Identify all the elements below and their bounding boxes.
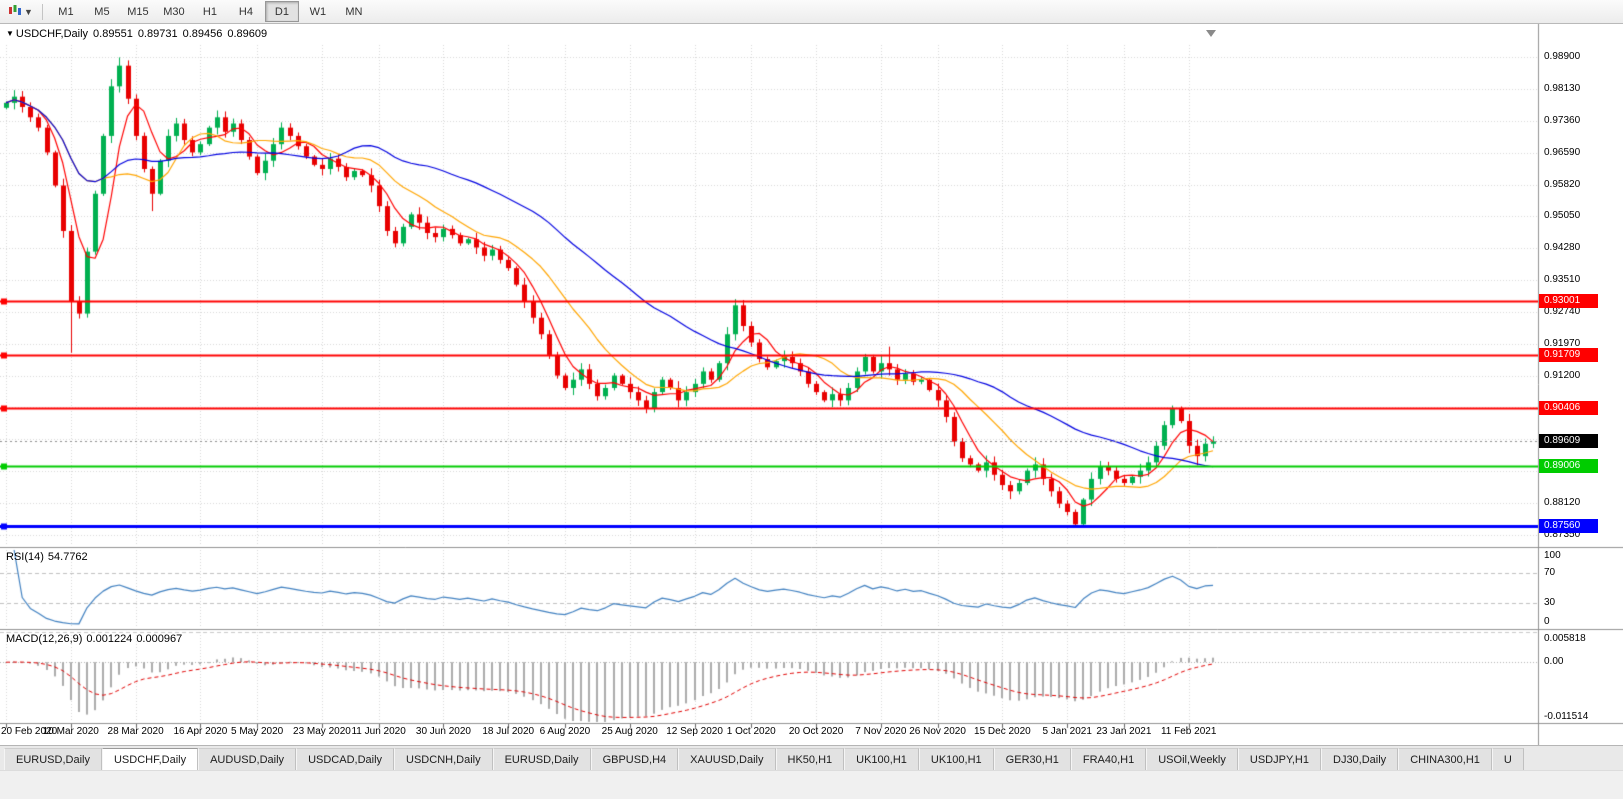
rsi-name: RSI(14) — [6, 551, 44, 563]
chart-tab-usdchf-daily[interactable]: USDCHF,Daily — [101, 748, 199, 770]
candlestick-chart-icon — [8, 3, 22, 21]
date-axis-label: 23 May 2020 — [293, 726, 351, 737]
price-axis-label: 0.95820 — [1544, 178, 1581, 190]
date-axis-label: 25 Aug 2020 — [601, 726, 658, 737]
price-axis-label: 0.88120 — [1544, 496, 1581, 508]
price-axis-label: 0.96590 — [1544, 146, 1581, 158]
macd-value-signal: 0.000967 — [136, 633, 183, 645]
ohlc-close: 0.89609 — [227, 28, 268, 40]
timeframe-button-d1[interactable]: D1 — [264, 1, 299, 22]
timeframe-button-m30[interactable]: M30 — [163, 5, 185, 18]
date-axis-label: 5 May 2020 — [230, 726, 284, 737]
price-axis-label: 0.95050 — [1544, 210, 1581, 222]
date-axis-label: 5 Jan 2021 — [1042, 726, 1092, 737]
timeframe-button-h4[interactable]: H4 — [238, 5, 253, 18]
price-axis-label: 0.92740 — [1544, 305, 1581, 317]
chart-tab-u[interactable]: U — [1491, 748, 1524, 770]
price-axis-label: 0.93510 — [1544, 274, 1581, 286]
macd-axis-label: -0.011514 — [1544, 711, 1589, 722]
date-axis-label: 20 Feb 2020 — [1, 726, 58, 737]
chart-tab-uk100-h1[interactable]: UK100,H1 — [844, 748, 919, 770]
price-axis-label: 0.94280 — [1544, 242, 1581, 254]
date-axis-label: 18 Jul 2020 — [482, 726, 535, 737]
price-line-badge[interactable]: 0.89006 — [1539, 459, 1598, 474]
price-chart-canvas[interactable] — [0, 24, 1623, 745]
macd-indicator-label: MACD(12,26,9) 0.001224 0.000967 — [6, 633, 186, 645]
chart-tabs-bar: EURUSD,Daily USDCHF,Daily AUDUSD,Daily USDC… — [0, 745, 1623, 770]
timeframe-buttons: M1 M5 M15 M30 H1 H4 D1 W1 MN — [48, 1, 372, 22]
timeframe-button-m15[interactable]: M15 — [127, 5, 149, 18]
timeframe-button-m5[interactable]: M5 — [94, 5, 110, 18]
rsi-axis-label: 30 — [1544, 597, 1556, 609]
date-axis-label: 20 Oct 2020 — [788, 726, 844, 737]
macd-value-main: 0.001224 — [86, 633, 133, 645]
price-line-badge[interactable]: 0.91709 — [1539, 347, 1598, 362]
ohlc-high: 0.89731 — [137, 28, 178, 40]
timeframe-button-mn[interactable]: MN — [345, 5, 363, 18]
toolbar-separator — [41, 3, 43, 20]
date-axis-label: 28 Mar 2020 — [107, 726, 164, 737]
price-axis-label: 0.87350 — [1544, 528, 1581, 540]
ohlc-open: 0.89551 — [93, 28, 133, 40]
chart-tab-audusd-daily[interactable]: AUDUSD,Daily — [198, 748, 297, 770]
price-axis-label: 0.91200 — [1544, 369, 1581, 381]
current-price-badge: 0.89609 — [1539, 434, 1598, 449]
timeframe-toolbar: ▼ M1 M5 M15 M30 H1 H4 D1 W1 MN — [0, 0, 1623, 24]
status-bar — [0, 770, 1623, 799]
chart-tab-hk50-h1[interactable]: HK50,H1 — [775, 748, 845, 770]
date-axis-label: 30 Jun 2020 — [415, 726, 471, 737]
date-axis-label: 10 Mar 2020 — [42, 726, 99, 737]
date-axis-label: 11 Jun 2020 — [351, 726, 406, 737]
chart-title: ▼ USDCHF,Daily 0.89551 0.89731 0.89456 0.8960… — [6, 28, 267, 40]
symbol-dropdown-icon[interactable]: ▼ — [6, 29, 14, 38]
chart-shift-marker[interactable] — [1206, 30, 1216, 37]
price-axis-label: 0.98900 — [1544, 51, 1581, 63]
timeframe-button-h1[interactable]: H1 — [202, 5, 217, 18]
rsi-indicator-label: RSI(14) 54.7762 — [6, 551, 92, 563]
date-axis-label: 16 Apr 2020 — [173, 726, 228, 737]
date-axis-label: 11 Feb 2021 — [1160, 726, 1217, 737]
price-line-badge[interactable]: 0.90406 — [1539, 401, 1598, 416]
macd-axis-label: 0.005818 — [1544, 633, 1586, 644]
chart-tab-ger30-h1[interactable]: GER30,H1 — [993, 748, 1071, 770]
chart-tab-gbpusd-h4[interactable]: GBPUSD,H4 — [590, 748, 679, 770]
chart-tab-fra40-h1[interactable]: FRA40,H1 — [1070, 748, 1147, 770]
price-axis-label: 0.98130 — [1544, 83, 1581, 95]
chart-tab-usdcad-daily[interactable]: USDCAD,Daily — [296, 748, 395, 770]
rsi-axis-label: 0 — [1544, 616, 1550, 627]
rsi-value: 54.7762 — [47, 551, 88, 563]
date-axis-label: 6 Aug 2020 — [539, 726, 591, 737]
chart-tab-xauusd-daily[interactable]: XAUUSD,Daily — [678, 748, 776, 770]
chart-tab-usoil-weekly[interactable]: USOil,Weekly — [1146, 748, 1238, 770]
price-axis-label: 0.91970 — [1544, 337, 1581, 349]
rsi-axis-label: 100 — [1544, 550, 1561, 561]
macd-axis-label: 0.00 — [1544, 656, 1564, 668]
timeframe-button-m1[interactable]: M1 — [58, 5, 74, 18]
date-axis-label: 15 Dec 2020 — [974, 726, 1031, 737]
chart-tab-dj30-daily[interactable]: DJ30,Daily — [1321, 748, 1399, 770]
chart-type-tool[interactable]: ▼ — [4, 3, 37, 21]
date-axis-label: 12 Sep 2020 — [666, 726, 723, 737]
ohlc-low: 0.89456 — [182, 28, 223, 40]
chart-tab-usdcnh-daily[interactable]: USDCNH,Daily — [394, 748, 493, 770]
rsi-axis-label: 70 — [1544, 566, 1556, 578]
chart-tab-usdjpy-h1[interactable]: USDJPY,H1 — [1237, 748, 1321, 770]
date-axis-label: 23 Jan 2021 — [1096, 726, 1152, 737]
chart-tab-eurusd-daily[interactable]: EURUSD,Daily — [4, 748, 102, 770]
price-line-badge[interactable]: 0.87560 — [1539, 518, 1598, 533]
date-axis-label: 1 Oct 2020 — [726, 726, 776, 737]
date-axis-label: 7 Nov 2020 — [855, 726, 907, 737]
price-line-badge[interactable]: 0.93001 — [1539, 294, 1598, 309]
macd-name: MACD(12,26,9) — [6, 633, 83, 645]
chart-tab-uk100-h1[interactable]: UK100,H1 — [918, 748, 994, 770]
chart-panel[interactable]: ▼ USDCHF,Daily 0.89551 0.89731 0.89456 0.8960… — [0, 24, 1623, 745]
chart-symbol: USDCHF,Daily — [15, 28, 89, 40]
chart-tab-eurusd-daily[interactable]: EURUSD,Daily — [492, 748, 591, 770]
chart-tab-china300-h1[interactable]: CHINA300,H1 — [1398, 748, 1492, 770]
chevron-down-icon: ▼ — [24, 6, 33, 17]
timeframe-button-w1[interactable]: W1 — [309, 5, 327, 18]
date-axis-label: 26 Nov 2020 — [909, 726, 966, 737]
price-axis-label: 0.97360 — [1544, 115, 1581, 127]
